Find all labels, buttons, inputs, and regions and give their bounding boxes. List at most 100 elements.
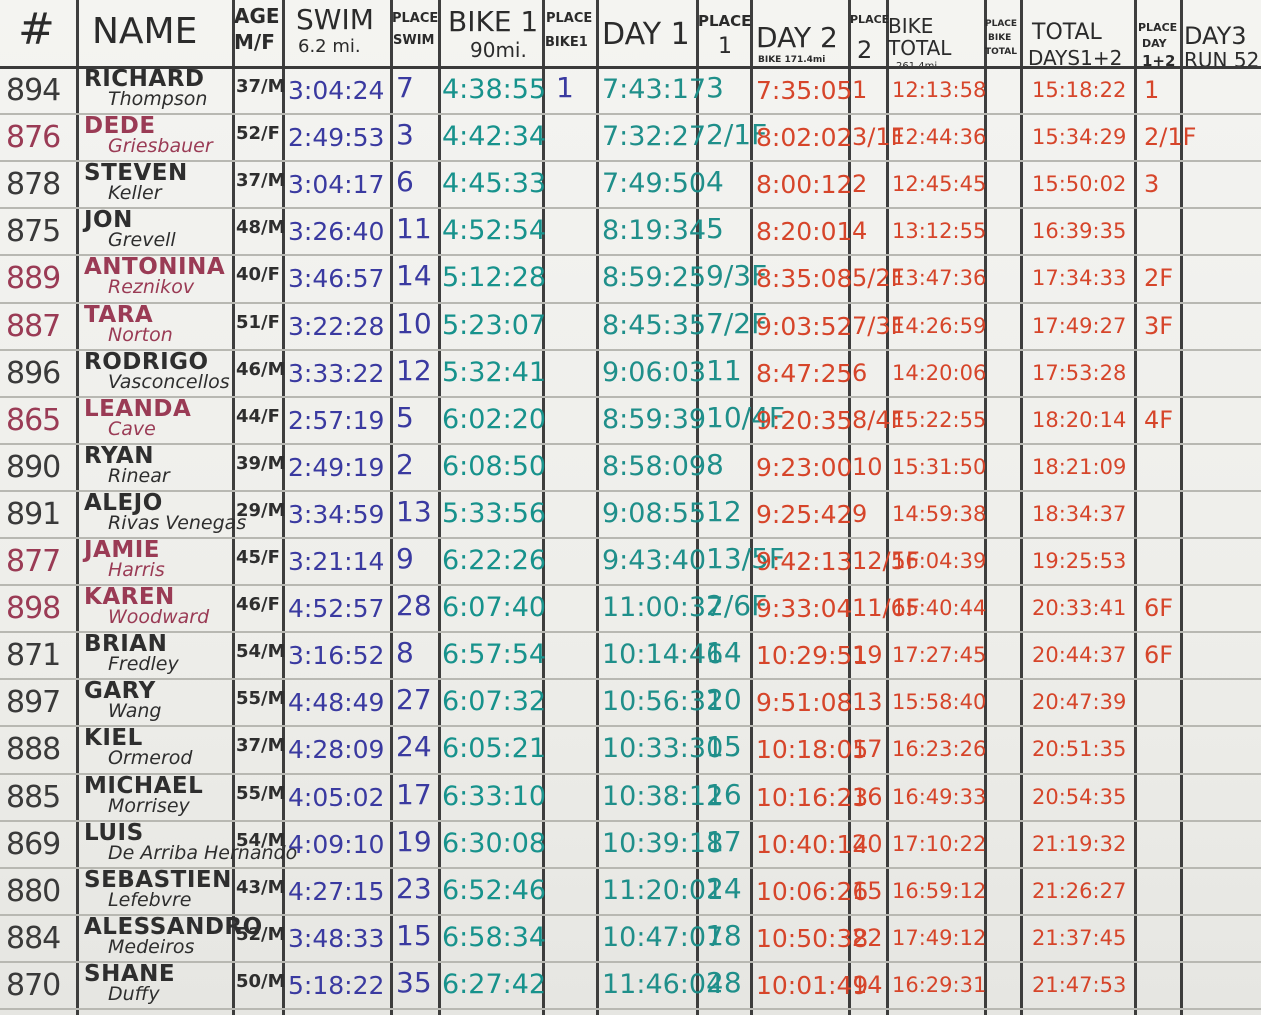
cell-num: 878 (6, 167, 61, 203)
cell-swim: 3:04:24 (288, 76, 385, 105)
cell-place-swim: 6 (396, 165, 414, 199)
cell-day1: 8:58:09 (602, 450, 707, 482)
cell-age: 51/F (236, 311, 280, 333)
row-divider (0, 678, 1261, 681)
cell-place1: 11 (706, 353, 742, 387)
cell-bike-total: 16:59:12 (892, 878, 987, 903)
cell-place1: 24 (706, 871, 742, 905)
cell-place2: 11/6F (852, 594, 920, 623)
cell-num: 871 (6, 638, 61, 674)
header-bike-total: BIKE (888, 14, 934, 38)
cell-num: 887 (6, 308, 61, 344)
cell-day2: 10:16:23 (756, 782, 869, 812)
cell-place-total: 6F (1144, 641, 1174, 670)
cell-age: 46/M (236, 358, 286, 380)
row-divider (0, 207, 1261, 210)
cell-place2: 15 (852, 876, 883, 905)
cell-bike-total: 15:31:50 (892, 454, 987, 479)
cell-place-swim: 35 (396, 965, 432, 999)
cell-bike1: 4:42:34 (442, 121, 547, 153)
cell-swim: 4:52:57 (288, 594, 385, 624)
cell-swim: 2:49:53 (288, 123, 385, 153)
cell-day1: 11:46:04 (602, 968, 724, 1000)
cell-swim: 3:16:52 (288, 641, 385, 671)
cell-first: MICHAEL (84, 772, 204, 799)
cell-day2: 8:00:12 (756, 170, 853, 200)
cell-num: 877 (6, 544, 61, 579)
cell-bike1: 6:33:10 (442, 780, 547, 812)
cell-swim: 3:04:17 (288, 170, 385, 200)
cell-num: 885 (6, 779, 61, 815)
cell-day1: 7:49:50 (602, 168, 707, 200)
cell-first: ANTONINA (84, 254, 226, 281)
cell-bike1: 6:08:50 (442, 450, 547, 482)
column-divider (596, 0, 599, 1015)
header-name: NAME (92, 11, 198, 52)
cell-day2: 7:35:05 (756, 76, 853, 105)
row-divider (0, 442, 1261, 445)
cell-bike-total: 16:49:33 (892, 784, 987, 809)
header-swim: SWIM (296, 3, 374, 36)
header-bike1-distance: 90mi. (470, 38, 527, 62)
cell-place-total: 1 (1144, 76, 1160, 104)
cell-day1: 9:08:55 (602, 497, 707, 529)
row-divider (0, 772, 1261, 775)
cell-swim: 4:48:49 (288, 688, 385, 718)
cell-day2: 8:20:01 (756, 217, 853, 247)
cell-total: 15:34:29 (1032, 125, 1127, 150)
cell-bike1: 6:57:54 (442, 639, 547, 671)
cell-bike-total: 17:27:45 (892, 643, 987, 668)
header-day3-run: RUN 52 (1184, 48, 1260, 72)
cell-age: 37/M (236, 170, 286, 192)
cell-place-swim: 24 (396, 730, 432, 764)
cell-last: Grevell (108, 229, 176, 252)
cell-age: 50/M (236, 970, 286, 992)
cell-first: JAMIE (84, 537, 161, 563)
cell-day2: 8:02:02 (756, 123, 853, 153)
cell-place2: 8/4F (852, 405, 905, 434)
header-day2: DAY 2 (756, 21, 838, 54)
cell-day2: 9:25:42 (756, 499, 853, 529)
row-divider (0, 537, 1261, 539)
cell-swim: 3:22:28 (288, 311, 385, 341)
cell-num: 896 (6, 355, 61, 391)
cell-age: 39/M (236, 452, 286, 474)
row-divider (0, 113, 1261, 116)
cell-last: Morrisey (108, 794, 190, 817)
row-divider (0, 631, 1261, 634)
cell-bike1: 5:32:41 (442, 356, 547, 388)
header-divider (0, 66, 1261, 69)
cell-last: Harris (108, 559, 165, 581)
cell-swim: 2:57:19 (288, 405, 385, 435)
cell-day1: 11:20:01 (602, 874, 724, 906)
header-place-swim: PLACE (392, 11, 439, 26)
cell-last: Thompson (108, 88, 208, 110)
cell-day2: 10:06:26 (756, 876, 869, 906)
cell-last: Medeiros (108, 935, 195, 958)
cell-total: 21:37:45 (1032, 925, 1127, 950)
header-bike1: BIKE 1 (448, 5, 539, 38)
cell-place-swim: 9 (396, 542, 414, 575)
cell-bike-total: 14:20:06 (892, 360, 987, 385)
cell-bike-total: 17:49:12 (892, 925, 987, 950)
cell-place-swim: 14 (396, 259, 432, 293)
cell-last: Fredley (108, 653, 179, 676)
cell-place-swim: 15 (396, 918, 432, 952)
cell-place-swim: 11 (396, 212, 432, 246)
cell-place2: 7/3F (852, 311, 905, 340)
cell-total: 15:50:02 (1032, 172, 1127, 197)
cell-bike1: 4:45:33 (442, 168, 547, 200)
cell-bike-total: 15:58:40 (892, 690, 987, 715)
cell-last: Rivas Venegas (108, 511, 247, 534)
cell-num: 869 (6, 826, 61, 862)
cell-place-swim: 17 (396, 777, 432, 811)
cell-bike1: 4:52:54 (442, 215, 547, 247)
header-place-swim-2: SWIM (393, 33, 435, 48)
header-place1: PLACE (698, 12, 752, 30)
cell-day2: 9:20:35 (756, 405, 853, 435)
cell-place2: 4 (852, 217, 868, 246)
cell-swim: 5:18:22 (288, 970, 385, 1000)
cell-place-swim: 27 (396, 683, 432, 717)
cell-bike1: 4:38:55 (442, 74, 547, 105)
cell-place2: 5/2F (852, 264, 905, 293)
